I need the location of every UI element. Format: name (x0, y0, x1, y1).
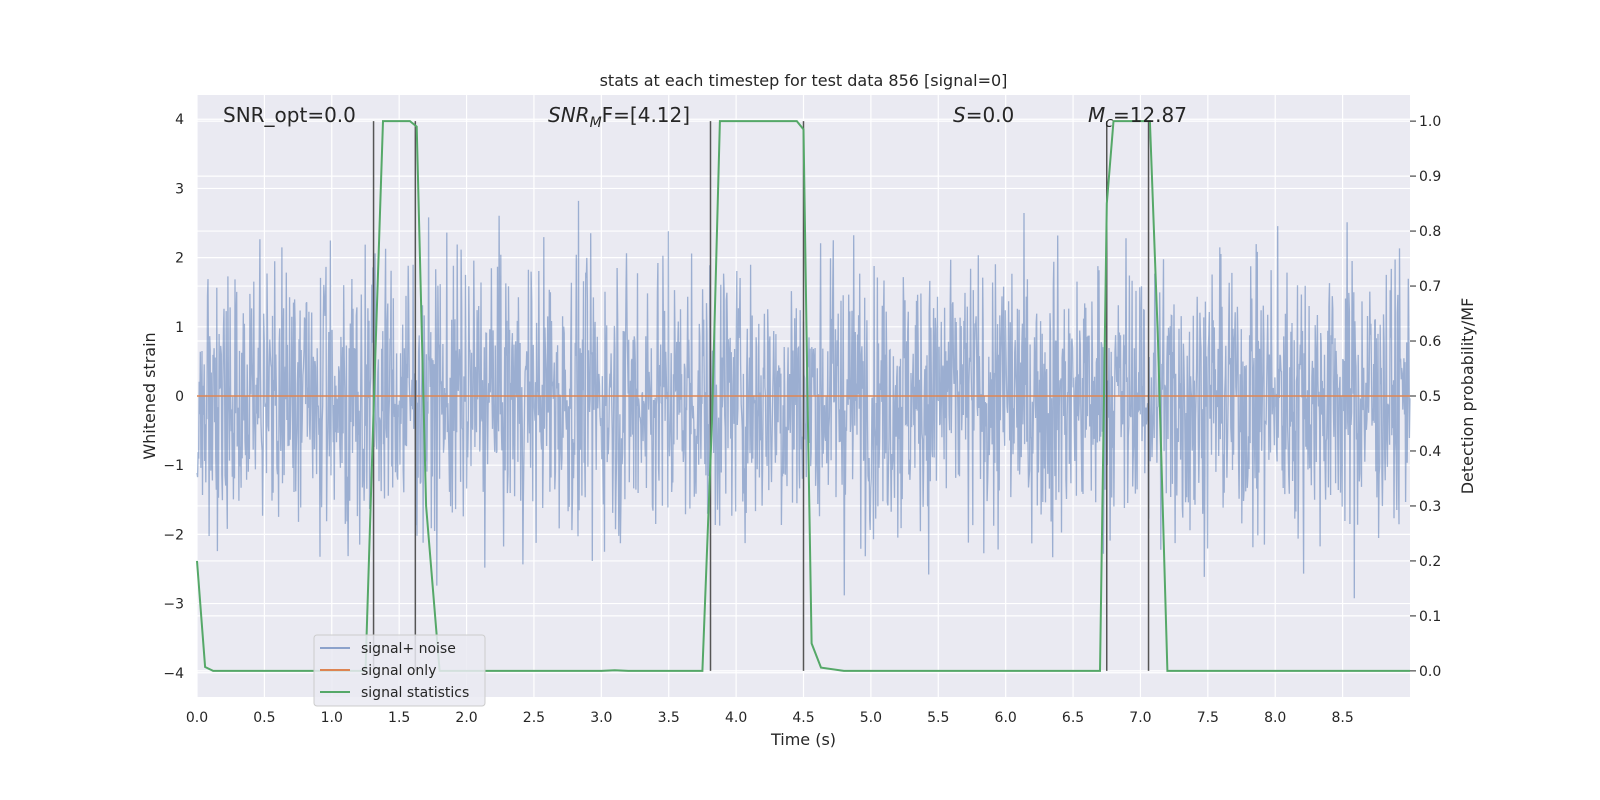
legend-box (313, 634, 486, 707)
annotation-snr-mf-sub: M (590, 115, 602, 131)
annotation-mc: Mc=12.87 (1088, 103, 1187, 131)
y-left-tick-label: 0 (175, 389, 184, 405)
y-right-tick-label: 0.1 (1419, 609, 1441, 625)
y-right-tick-label: 1.0 (1419, 114, 1441, 130)
y-left-tick-label: 3 (175, 181, 184, 197)
x-tick-label: 3.5 (658, 710, 680, 726)
annotation-snr-mf: SNRMF=[4.12] (548, 103, 690, 131)
annotation-mc-sub: c (1105, 115, 1113, 131)
annotation-s: S=0.0 (953, 103, 1014, 127)
annotation-mc-rest: =12.87 (1113, 103, 1187, 127)
x-tick-label: 4.5 (792, 710, 814, 726)
annotation-snr-mf-rest: F=[4.12] (602, 103, 690, 127)
annotation-snr-mf-base: SNR (548, 103, 590, 127)
x-tick-label: 4.0 (725, 710, 747, 726)
annotation-s-base: S (953, 103, 966, 127)
y-right-tick-label: 0.4 (1419, 444, 1441, 460)
x-tick-label: 2.0 (455, 710, 477, 726)
x-tick-label: 1.5 (388, 710, 410, 726)
y-left-tick-label: 4 (175, 112, 184, 128)
x-tick-label: 0.5 (253, 710, 275, 726)
legend-label: signal statistics (361, 685, 469, 701)
y-right-tick-label: 0.2 (1419, 554, 1441, 570)
series-signal-statistics (196, 120, 1410, 672)
legend: signal+ noise signal only signal statistic… (313, 634, 486, 707)
y-right-tick-label: 0.9 (1419, 169, 1441, 185)
y-left-tick-label: −2 (163, 527, 184, 543)
x-tick-label: 6.0 (995, 710, 1017, 726)
y-left-tick-label: −4 (163, 666, 184, 682)
x-tick-label: 3.0 (590, 710, 612, 726)
y-right-tick-label: 0.7 (1419, 279, 1441, 295)
x-tick-label: 8.0 (1264, 710, 1286, 726)
y-right-tick-label: 0.0 (1419, 664, 1441, 680)
y-left-tick-label: −3 (163, 597, 184, 613)
chart-title: stats at each timestep for test data 856… (600, 71, 1008, 90)
annotation-snr-opt: SNR_opt=0.0 (223, 103, 356, 127)
y-axis-right-label: Detection probability/MF (1458, 298, 1477, 495)
x-tick-label: 1.0 (321, 710, 343, 726)
y-left-tick-label: 2 (175, 251, 184, 267)
legend-label: signal+ noise (361, 641, 456, 657)
y-right-tick-label: 0.3 (1419, 499, 1441, 515)
x-tick-label: 2.5 (523, 710, 545, 726)
x-tick-label: 5.5 (927, 710, 949, 726)
y-right-tick-label: 0.6 (1419, 334, 1441, 350)
x-tick-label: 0.0 (186, 710, 208, 726)
y-right-tick-label: 0.8 (1419, 224, 1441, 240)
y-right-tick-label: 0.5 (1419, 389, 1441, 405)
annotation-mc-base: M (1088, 103, 1105, 127)
legend-label: signal only (361, 663, 436, 679)
x-tick-label: 8.5 (1331, 710, 1353, 726)
x-tick-label: 7.5 (1197, 710, 1219, 726)
y-left-tick-label: −1 (163, 458, 184, 474)
plot-area (196, 95, 1411, 697)
x-axis-label: Time (s) (770, 730, 836, 749)
y-left-tick-label: 1 (175, 320, 184, 336)
x-tick-label: 5.0 (860, 710, 882, 726)
x-tick-label: 6.5 (1062, 710, 1084, 726)
y-axis-left-label: Whitened strain (140, 332, 159, 459)
x-tick-label: 7.0 (1129, 710, 1151, 726)
annotation-s-rest: =0.0 (966, 103, 1015, 127)
